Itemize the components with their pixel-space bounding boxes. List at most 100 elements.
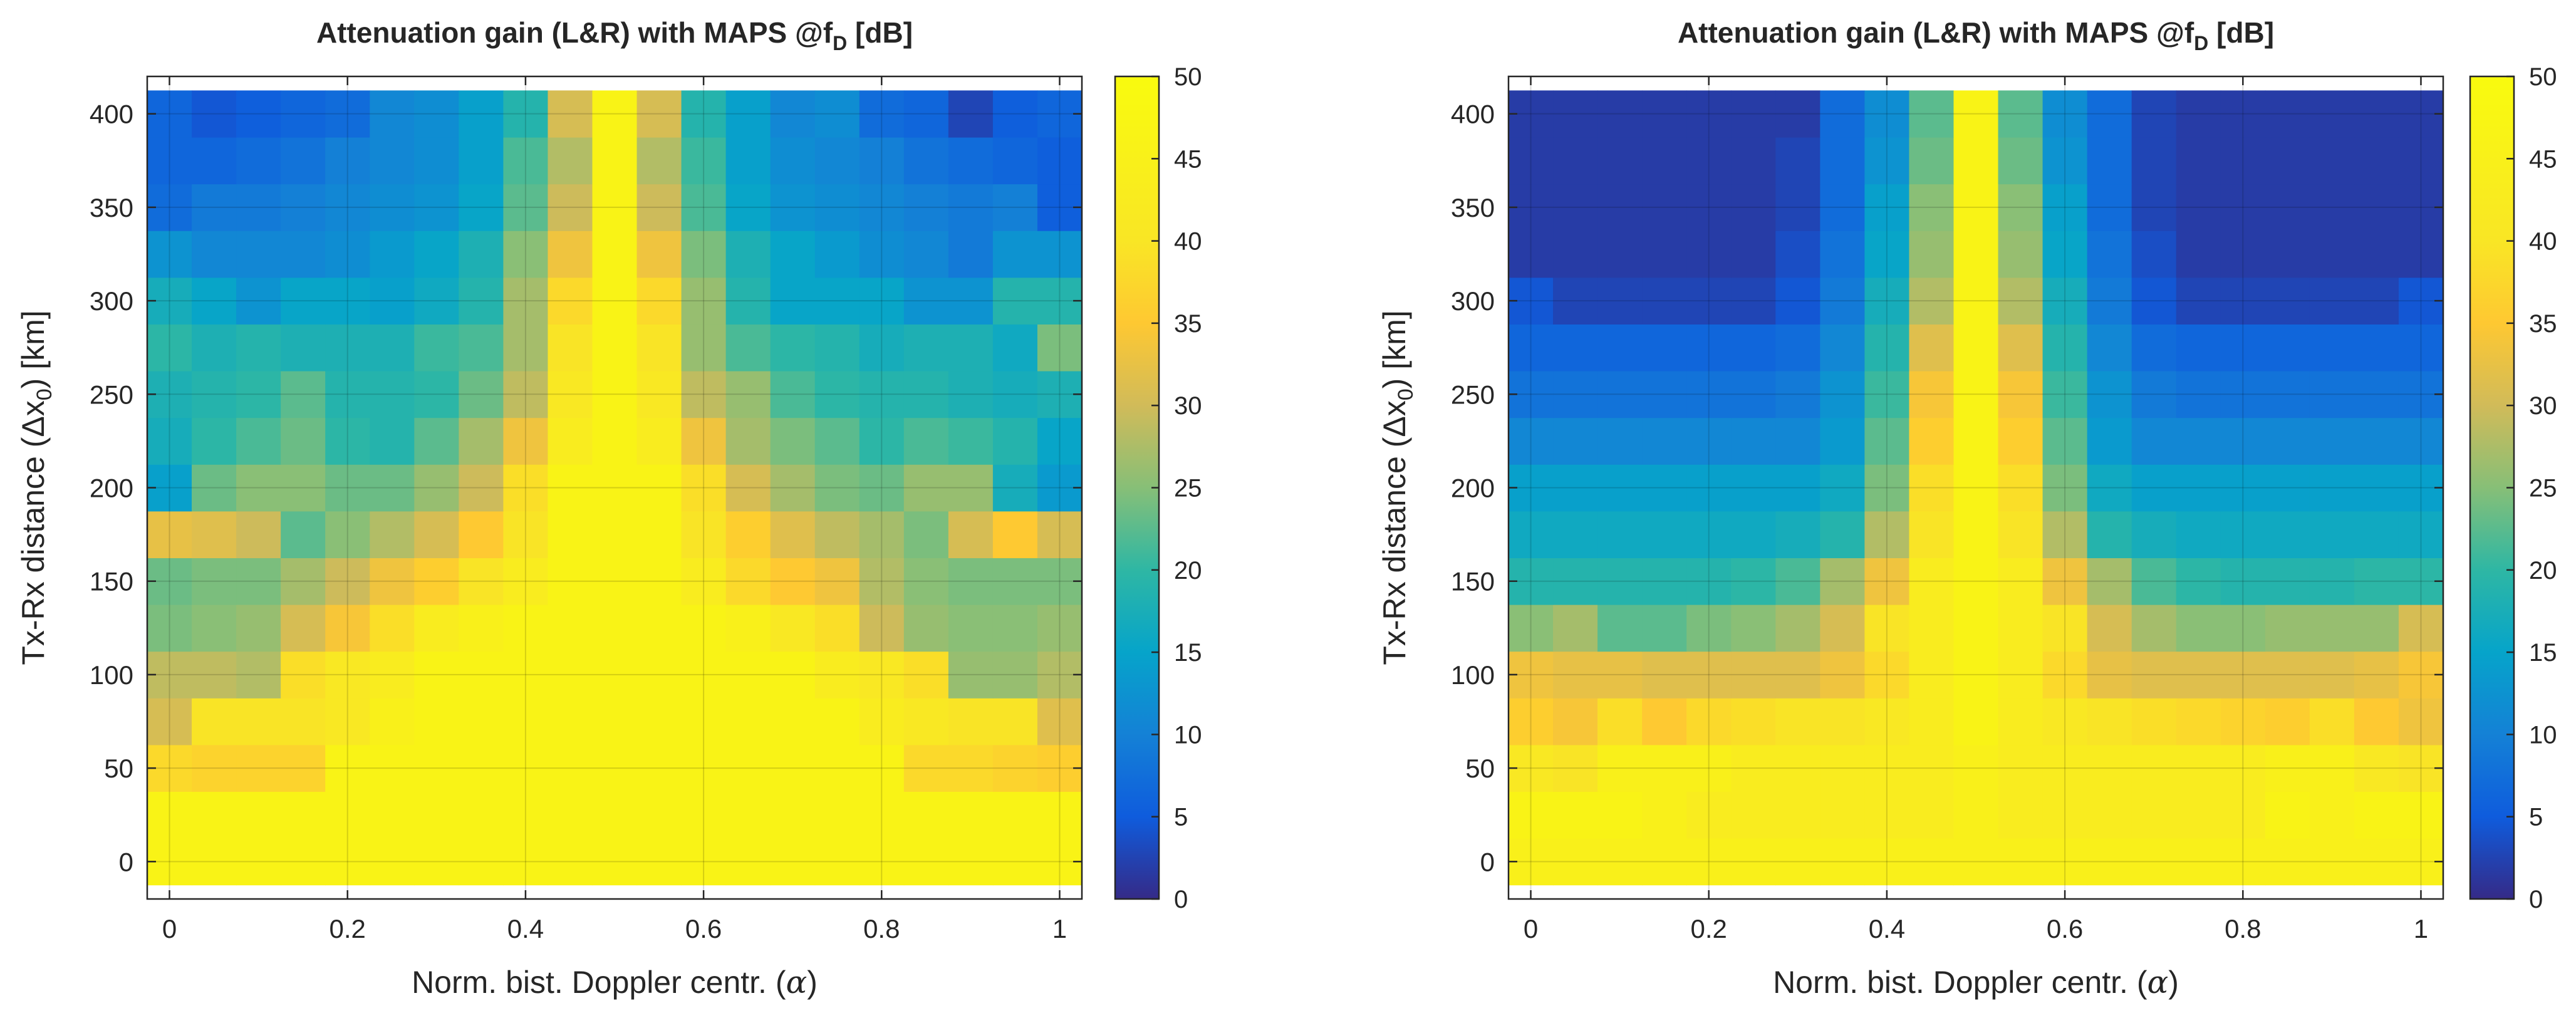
heatmap-cell xyxy=(414,558,459,605)
y-tick-label: 0 xyxy=(119,847,133,876)
heatmap-cell xyxy=(1953,698,1999,745)
heatmap-cell xyxy=(325,417,370,465)
heatmap-cell xyxy=(2309,417,2355,465)
colorbar-tick-label: 20 xyxy=(1174,557,1202,584)
heatmap-cell xyxy=(1731,651,1776,699)
heatmap-cell xyxy=(370,511,415,558)
heatmap-cell xyxy=(1642,651,1687,699)
y-tick-label: 150 xyxy=(90,567,133,596)
heatmap-cell xyxy=(1998,791,2044,839)
heatmap-cell xyxy=(459,90,504,138)
title-end: [dB] xyxy=(847,16,913,49)
heatmap-cell xyxy=(192,137,237,185)
heatmap-cell xyxy=(2309,605,2355,652)
heatmap-cell xyxy=(2042,511,2088,558)
heatmap-cell xyxy=(681,417,727,465)
heatmap-cell xyxy=(2309,370,2355,418)
heatmap-cell xyxy=(414,417,459,465)
x-tick-label: 0.6 xyxy=(685,914,722,943)
heatmap-cell xyxy=(459,558,504,605)
heatmap-cell xyxy=(2042,277,2088,325)
colorbar-tick-label: 45 xyxy=(2529,145,2557,173)
chart-2-title: Attenuation gain (L&R) with MAPS @fD [dB… xyxy=(1678,16,2274,55)
heatmap-cell xyxy=(1953,464,1999,512)
heatmap-cell xyxy=(1642,698,1687,745)
heatmap-cell xyxy=(2042,558,2088,605)
heatmap-cell xyxy=(147,605,192,652)
heatmap-cell xyxy=(548,511,593,558)
heatmap-cell xyxy=(1731,558,1776,605)
heatmap-cell xyxy=(236,370,281,418)
heatmap-cell xyxy=(1686,231,1732,278)
heatmap-cell xyxy=(2131,417,2177,465)
heatmap-cell xyxy=(281,231,326,278)
heatmap-cell xyxy=(2087,558,2132,605)
y-tick-label: 400 xyxy=(1451,100,1495,129)
heatmap-cell xyxy=(1731,324,1776,371)
heatmap-cell xyxy=(2131,277,2177,325)
x-label-main: Norm. bist. Doppler centr. ( xyxy=(1773,965,2148,1000)
heatmap-cell xyxy=(281,744,326,792)
chart-1: 0 0.2 0.4 0.6 0.8 1050100150200250300350400At… xyxy=(16,16,1202,1000)
heatmap-cell xyxy=(992,838,1038,886)
heatmap-cell xyxy=(1686,370,1732,418)
heatmap-cell xyxy=(1553,231,1598,278)
heatmap-cell xyxy=(1909,137,1955,185)
heatmap-cell xyxy=(2176,698,2221,745)
heatmap-cell xyxy=(2220,90,2266,138)
heatmap-cell xyxy=(281,558,326,605)
heatmap-cell xyxy=(814,370,860,418)
colorbar-tick-label: 50 xyxy=(2529,63,2557,91)
heatmap-cell xyxy=(948,651,994,699)
heatmap-cell xyxy=(548,137,593,185)
heatmap-cell xyxy=(814,605,860,652)
heatmap-cell xyxy=(1642,370,1687,418)
heatmap-cell xyxy=(1998,277,2044,325)
heatmap-cell xyxy=(2042,90,2088,138)
heatmap-cell xyxy=(2087,184,2132,231)
heatmap-cell xyxy=(281,417,326,465)
heatmap-cell xyxy=(2354,137,2399,185)
heatmap-cell xyxy=(1864,511,1910,558)
heatmap-cell xyxy=(1597,698,1643,745)
heatmap-cell xyxy=(1998,698,2044,745)
heatmap-cell xyxy=(325,464,370,512)
heatmap-cell xyxy=(2176,558,2221,605)
heatmap-cell xyxy=(725,744,771,792)
heatmap-cell xyxy=(1909,791,1955,839)
heatmap-cell xyxy=(459,511,504,558)
heatmap-cell xyxy=(636,651,682,699)
heatmap-cell xyxy=(1553,324,1598,371)
heatmap-cell xyxy=(1509,231,1554,278)
colorbar-tick-label: 30 xyxy=(2529,392,2557,420)
heatmap-cell xyxy=(1998,417,2044,465)
heatmap-cell xyxy=(725,90,771,138)
heatmap-cell xyxy=(725,324,771,371)
heatmap-cell xyxy=(814,838,860,886)
heatmap-cell xyxy=(503,324,549,371)
heatmap-cell xyxy=(770,838,816,886)
heatmap-cell xyxy=(992,90,1038,138)
heatmap-cell xyxy=(814,744,860,792)
heatmap-cell xyxy=(2265,558,2310,605)
heatmap-cell xyxy=(2042,184,2088,231)
heatmap-cell xyxy=(2176,838,2221,886)
heatmap-cell xyxy=(592,231,638,278)
heatmap-cell xyxy=(2354,231,2399,278)
heatmap-cell xyxy=(1864,791,1910,839)
x-label-symbol: α xyxy=(786,964,808,1000)
heatmap-cell xyxy=(992,698,1038,745)
heatmap-cell xyxy=(859,417,905,465)
heatmap-cell xyxy=(147,324,192,371)
heatmap-cell xyxy=(1820,605,1865,652)
heatmap-cell xyxy=(1820,370,1865,418)
x-tick-label: 0.6 xyxy=(2047,914,2083,943)
heatmap-cell xyxy=(459,464,504,512)
heatmap-cell xyxy=(2398,791,2444,839)
heatmap-cell xyxy=(1820,464,1865,512)
heatmap-cell xyxy=(2354,90,2399,138)
heatmap-cell xyxy=(1686,698,1732,745)
heatmap-cell xyxy=(859,605,905,652)
heatmap-cell xyxy=(903,231,949,278)
heatmap-cell xyxy=(1642,324,1687,371)
